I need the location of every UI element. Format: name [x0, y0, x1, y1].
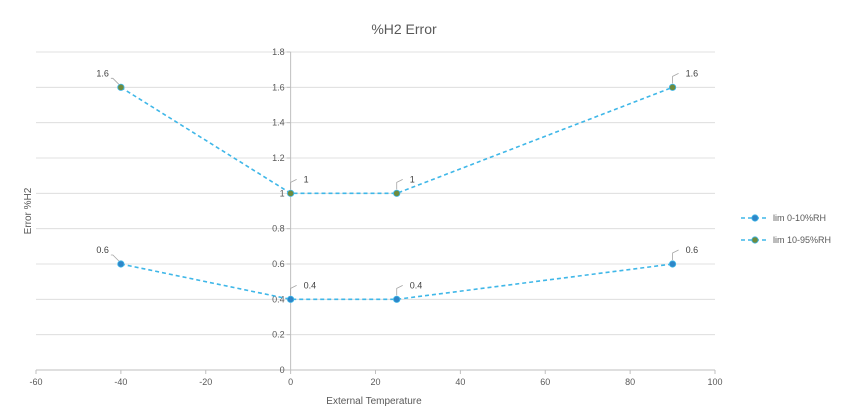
data-point [117, 83, 125, 91]
data-label: 1.6 [686, 68, 699, 78]
x-axis-title: External Temperature [326, 396, 422, 407]
data-label: 1 [410, 174, 415, 184]
x-tick-label: 80 [625, 377, 635, 387]
x-tick-label: 0 [288, 377, 293, 387]
y-tick-label: 0.8 [272, 224, 285, 234]
x-tick-label: 40 [455, 377, 465, 387]
data-label-leader [396, 284, 403, 296]
legend-label: lim 0-10%RH [773, 213, 826, 223]
chart-title: %H2 Error [371, 21, 437, 37]
legend-marker [751, 236, 759, 244]
data-label: 0.4 [410, 280, 423, 290]
data-label-leader [110, 77, 120, 85]
data-label-leader [290, 178, 297, 190]
data-point [668, 83, 677, 91]
series-layer [117, 83, 677, 303]
data-label: 0.6 [96, 245, 109, 255]
series-line [120, 86, 673, 195]
data-label-leader [396, 178, 403, 190]
y-tick-label: 1.2 [272, 153, 285, 163]
y-tick-label: 0.2 [272, 330, 285, 340]
y-axis-title: Error %H2 [23, 187, 34, 234]
data-label: 0.4 [304, 280, 317, 290]
x-tick-label: -20 [199, 377, 212, 387]
data-point [393, 295, 401, 303]
x-tick-label: -60 [29, 377, 42, 387]
x-tick-label: 20 [370, 377, 380, 387]
data-label: 1.6 [96, 68, 109, 78]
data-label-leader [290, 284, 297, 296]
y-tick-label: 0.6 [272, 259, 285, 269]
data-label-leader [672, 249, 679, 260]
legend-marker [751, 214, 759, 222]
data-point [117, 260, 125, 268]
data-point [668, 260, 677, 268]
x-tick-label: -40 [114, 377, 127, 387]
legend-label: lim 10-95%RH [773, 235, 831, 245]
x-tick-label: 60 [540, 377, 550, 387]
y-tick-label: 1.6 [272, 82, 285, 92]
grid-layer [36, 51, 715, 336]
y-tick-label: 1.8 [272, 47, 285, 57]
data-point [393, 189, 401, 197]
data-point [287, 295, 295, 303]
data-label-leader [672, 72, 679, 84]
data-label: 0.6 [686, 245, 699, 255]
label-layer: 0.6 0.4 0.4 0.6 1.6 1 1 1.6 [96, 68, 699, 296]
data-point [287, 189, 295, 197]
y-tick-label: 0.4 [272, 294, 285, 304]
data-label: 1 [304, 174, 309, 184]
data-label-leader [110, 254, 120, 262]
y-tick-label: 1.4 [272, 118, 285, 128]
x-tick-label: 100 [707, 377, 722, 387]
series-line [120, 263, 673, 301]
y-tick-label: 0 [280, 365, 285, 375]
legend: lim 0-10%RH lim 10-95%RH [741, 213, 831, 245]
y-tick-label: 1 [280, 188, 285, 198]
axis-layer: 0 0.2 0.4 0.6 0.8 1 1.2 1.4 1.6 1.8 -60 -40 -20 0 20 40… [29, 47, 722, 387]
